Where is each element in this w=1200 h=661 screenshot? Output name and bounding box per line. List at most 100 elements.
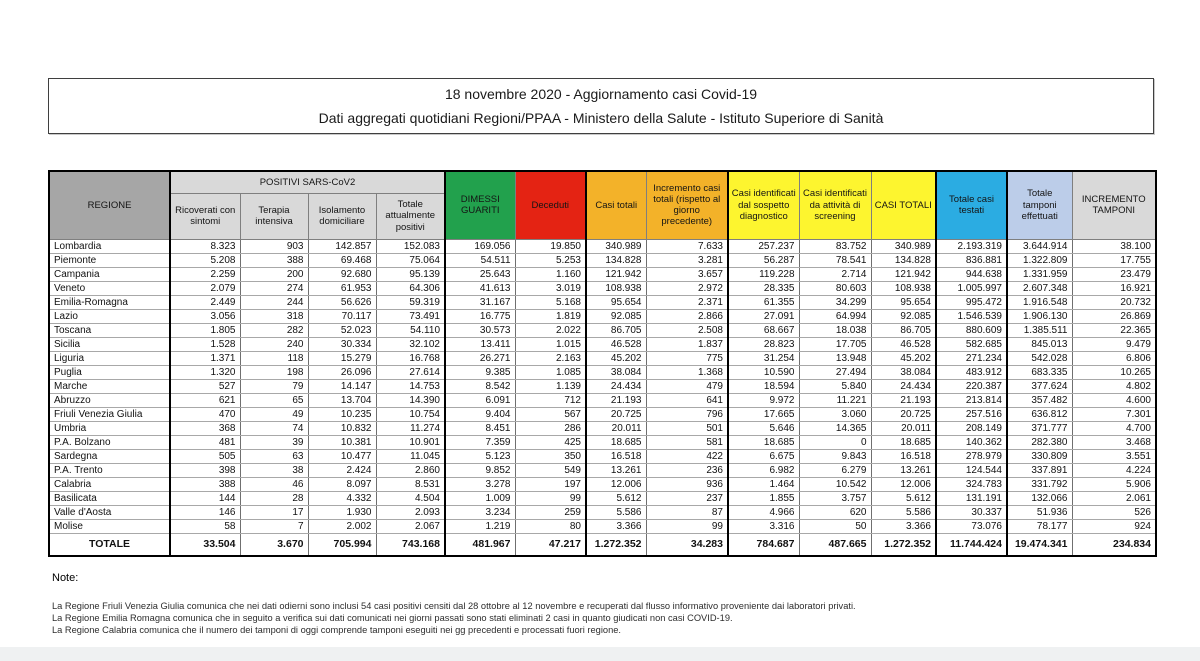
cell: 1.160	[514, 266, 587, 282]
totals-label: TOTALE	[48, 532, 171, 556]
cell: 7.301	[1071, 406, 1157, 422]
col-header-deceduti: Deceduti	[514, 170, 587, 240]
cell: 10.754	[375, 406, 446, 422]
cell: 99	[514, 490, 587, 506]
cell: 24.434	[870, 378, 937, 394]
cell: 318	[239, 308, 309, 324]
cell: 2.061	[1071, 490, 1157, 506]
totals-row: TOTALE 33.504 3.670 705.994 743.168 481.967 47…	[48, 532, 1157, 556]
cell: 95.654	[585, 294, 647, 310]
cell: 17.705	[798, 336, 872, 352]
cell: 87	[645, 504, 729, 520]
cell: 16.768	[375, 350, 446, 366]
cell: 92.085	[585, 308, 647, 324]
cell: 271.234	[935, 350, 1008, 366]
cell: 86.705	[585, 322, 647, 338]
cell: 50	[798, 518, 872, 534]
table-row: Veneto 2.079 274 61.953 64.306 41.613 3.019 108…	[48, 280, 1157, 296]
region-name: Sardegna	[48, 448, 171, 464]
cell: 213.814	[935, 392, 1008, 408]
cell: 1.805	[169, 322, 241, 338]
cell: 2.714	[798, 266, 872, 282]
table-header: REGIONE POSITIVI SARS-CoV2 DIMESSI GUARI…	[48, 170, 1157, 240]
cell: 34.299	[798, 294, 872, 310]
totals-cell: 33.504	[169, 532, 241, 556]
cell: 79	[239, 378, 309, 394]
cell: 30.337	[935, 504, 1008, 520]
cell: 13.948	[798, 350, 872, 366]
cell: 286	[514, 420, 587, 436]
cell: 5.253	[514, 252, 587, 268]
cell: 350	[514, 448, 587, 464]
region-name: Sicilia	[48, 336, 171, 352]
cell: 3.551	[1071, 448, 1157, 464]
cell: 1.368	[645, 364, 729, 380]
cell: 23.479	[1071, 266, 1157, 282]
table-row: Basilicata 144 28 4.332 4.504 1.009 99 5.612 237…	[48, 490, 1157, 506]
cell: 73.491	[375, 308, 446, 324]
cell: 903	[239, 238, 309, 254]
cell: 324.783	[935, 476, 1008, 492]
cell: 45.202	[870, 350, 937, 366]
cell: 5.646	[727, 420, 800, 436]
cell: 10.235	[307, 406, 377, 422]
cell: 340.989	[585, 238, 647, 254]
table-row: P.A. Bolzano 481 39 10.381 10.901 7.359 425 18.…	[48, 434, 1157, 450]
cell: 20.732	[1071, 294, 1157, 310]
cell: 20.725	[585, 406, 647, 422]
cell: 92.680	[307, 266, 377, 282]
col-header-totale-tamponi: Totale tamponi effettuati	[1006, 170, 1073, 240]
region-name: Abruzzo	[48, 392, 171, 408]
covid-data-table: REGIONE POSITIVI SARS-CoV2 DIMESSI GUARI…	[48, 170, 1157, 557]
cell: 3.316	[727, 518, 800, 534]
cell: 144	[169, 490, 241, 506]
table-row: Marche 527 79 14.147 14.753 8.542 1.139 24.434 4…	[48, 378, 1157, 394]
table-body: Lombardia 8.323 903 142.857 152.083 169.056 19…	[48, 238, 1157, 556]
cell: 26.869	[1071, 308, 1157, 324]
cell: 46.528	[870, 336, 937, 352]
cell: 2.193.319	[935, 238, 1008, 254]
cell: 26.096	[307, 364, 377, 380]
region-name: Piemonte	[48, 252, 171, 268]
cell: 12.006	[870, 476, 937, 492]
cell: 73.076	[935, 518, 1008, 534]
cell: 278.979	[935, 448, 1008, 464]
region-name: P.A. Bolzano	[48, 434, 171, 450]
cell: 9.852	[444, 462, 516, 478]
cell: 16.518	[870, 448, 937, 464]
cell: 4.966	[727, 504, 800, 520]
col-header-screening: Casi identificati da attività di screeni…	[798, 170, 872, 240]
cell: 95.139	[375, 266, 446, 282]
cell: 2.972	[645, 280, 729, 296]
report-source-line: Dati aggregati quotidiani Regioni/PPAA -…	[318, 109, 884, 126]
cell: 340.989	[870, 238, 937, 254]
table-row: Lombardia 8.323 903 142.857 152.083 169.056 19…	[48, 238, 1157, 254]
cell: 582.685	[935, 336, 1008, 352]
cell: 1.916.548	[1006, 294, 1073, 310]
cell: 26.271	[444, 350, 516, 366]
cell: 7.359	[444, 434, 516, 450]
cell: 282	[239, 322, 309, 338]
region-name: Molise	[48, 518, 171, 534]
cell: 14.390	[375, 392, 446, 408]
region-name: Toscana	[48, 322, 171, 338]
cell: 31.254	[727, 350, 800, 366]
cell: 8.542	[444, 378, 516, 394]
cell: 31.167	[444, 294, 516, 310]
cell: 527	[169, 378, 241, 394]
cell: 108.938	[585, 280, 647, 296]
cell: 1.528	[169, 336, 241, 352]
cell: 8.451	[444, 420, 516, 436]
region-name: Valle d'Aosta	[48, 504, 171, 520]
cell: 19.850	[514, 238, 587, 254]
cell: 3.657	[645, 266, 729, 282]
table-row: Calabria 388 46 8.097 8.531 3.278 197 12.006 936…	[48, 476, 1157, 492]
cell: 8.323	[169, 238, 241, 254]
cell: 368	[169, 420, 241, 436]
totals-cell: 1.272.352	[870, 532, 937, 556]
cell: 75.064	[375, 252, 446, 268]
report-date-line: 18 novembre 2020 - Aggiornamento casi Co…	[444, 86, 758, 103]
cell: 18.685	[727, 434, 800, 450]
cell: 1.385.511	[1006, 322, 1073, 338]
cell: 14.753	[375, 378, 446, 394]
